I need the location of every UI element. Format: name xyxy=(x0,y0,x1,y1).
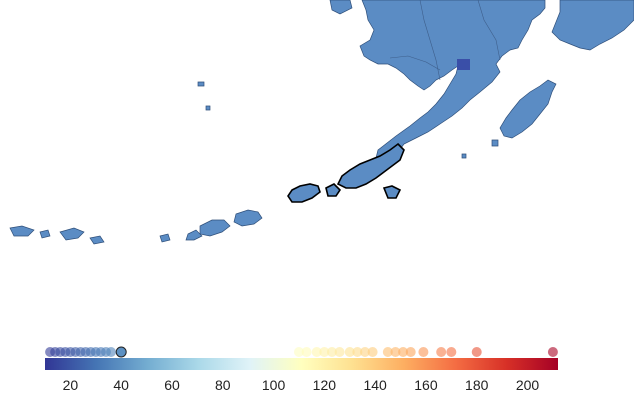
value-dot[interactable] xyxy=(326,347,337,357)
island-east-1[interactable] xyxy=(491,139,499,147)
krenitzin-islands[interactable] xyxy=(325,183,342,197)
island-east-2[interactable] xyxy=(461,153,467,159)
pribilof-island-1[interactable] xyxy=(197,81,205,87)
value-dot[interactable] xyxy=(319,347,330,357)
colorbar-tick-label: 180 xyxy=(465,377,489,393)
value-dot[interactable] xyxy=(301,347,312,357)
value-dot[interactable] xyxy=(547,347,558,357)
value-dot[interactable] xyxy=(344,347,355,357)
value-dot[interactable] xyxy=(352,347,363,357)
value-dot[interactable] xyxy=(106,347,117,357)
value-dot[interactable] xyxy=(405,347,416,357)
andreanof-islands[interactable] xyxy=(185,229,203,241)
value-dot[interactable] xyxy=(367,347,378,357)
colorbar-ticks: 20 40 60 80 100 120 140 160 180 200 xyxy=(63,377,540,393)
near-islands[interactable] xyxy=(9,225,35,237)
colorbar-dots xyxy=(45,346,558,358)
unimak-island[interactable] xyxy=(287,183,321,203)
kodiak-island[interactable] xyxy=(499,79,557,139)
legend-colorbar: 20 40 60 80 100 120 140 160 180 200 xyxy=(45,346,558,393)
value-dot[interactable] xyxy=(436,347,447,357)
colorbar-tick-label: 80 xyxy=(215,377,231,393)
mainland-alaska[interactable] xyxy=(359,0,546,168)
value-dot[interactable] xyxy=(390,347,401,357)
island-small-2[interactable] xyxy=(159,233,171,243)
value-dot[interactable] xyxy=(293,347,304,357)
colorbar-tick-label: 20 xyxy=(63,377,79,393)
colorbar-tick-label: 140 xyxy=(363,377,387,393)
unalaska-island[interactable] xyxy=(233,209,263,227)
alaska-peninsula[interactable] xyxy=(336,142,405,189)
highlighted-region[interactable] xyxy=(457,59,470,70)
colorbar-tick-label: 40 xyxy=(113,377,129,393)
colorbar-tick-label: 120 xyxy=(313,377,337,393)
value-dot[interactable] xyxy=(398,347,409,357)
colorbar-gradient xyxy=(45,358,558,370)
value-dot[interactable] xyxy=(382,347,393,357)
region-borders xyxy=(389,0,501,81)
value-dot[interactable] xyxy=(311,347,322,357)
island-small-1[interactable] xyxy=(39,229,51,239)
colorbar-tick-label: 100 xyxy=(262,377,286,393)
value-dot[interactable] xyxy=(359,347,370,357)
value-dot[interactable] xyxy=(471,347,482,357)
island-small-west[interactable] xyxy=(89,235,105,245)
land-layer xyxy=(9,0,634,245)
kenai-peninsula[interactable] xyxy=(551,0,634,51)
value-dot[interactable] xyxy=(418,347,429,357)
island-top[interactable] xyxy=(329,0,353,15)
shumagin-islands[interactable] xyxy=(382,185,402,199)
pribilof-island-2[interactable] xyxy=(205,105,211,111)
rat-islands[interactable] xyxy=(59,227,85,241)
value-dot[interactable] xyxy=(446,347,457,357)
value-dot[interactable] xyxy=(334,347,345,357)
colorbar-tick-label: 60 xyxy=(164,377,180,393)
umnak-island[interactable] xyxy=(199,219,231,237)
highlighted-value-dot[interactable] xyxy=(115,346,127,358)
colorbar-tick-label: 200 xyxy=(516,377,540,393)
colorbar-tick-label: 160 xyxy=(414,377,438,393)
